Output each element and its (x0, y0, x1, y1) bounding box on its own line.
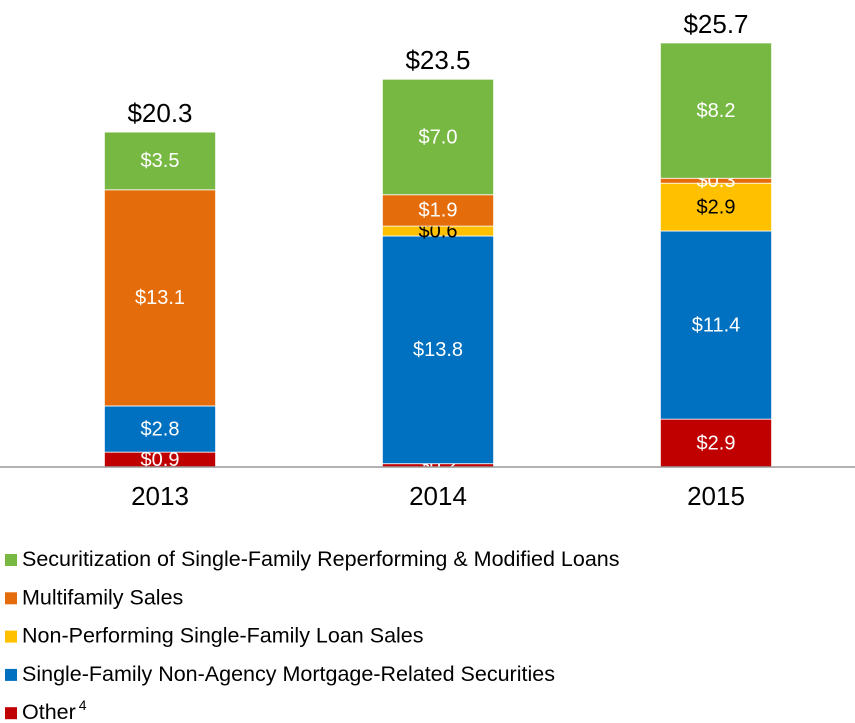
value-label: $3.5 (141, 150, 180, 172)
value-label: $7.0 (419, 126, 458, 148)
value-label: $13.1 (135, 287, 185, 309)
value-label: $2.9 (697, 432, 736, 454)
value-label: $13.8 (413, 339, 463, 361)
legend-swatch (5, 554, 17, 566)
bar-segment (660, 42, 773, 179)
total-label: $20.3 (127, 98, 192, 128)
value-label: $0.9 (141, 449, 180, 471)
bar-segment (660, 182, 773, 232)
x-tick-label: 2013 (131, 481, 189, 511)
value-label: $11.4 (692, 314, 741, 336)
value-label: $8.2 (697, 100, 736, 122)
value-label: $2.9 (697, 196, 736, 218)
legend-name: Multifamily Sales (22, 585, 183, 609)
legend-swatch (5, 707, 17, 720)
legend-label: Other 4 (22, 697, 87, 723)
legend-name: Non-Performing Single-Family Loan Sales (22, 623, 424, 647)
bar-segment (660, 230, 773, 420)
legend-footnote: 4 (79, 697, 87, 713)
bar-segment (381, 78, 494, 196)
legend-swatch (5, 630, 17, 643)
legend-name: Other (22, 700, 76, 723)
legend-label: Single-Family Non-Agency Mortgage-Relate… (22, 662, 555, 686)
legend-label: Multifamily Sales (22, 585, 183, 609)
value-label: $2.8 (141, 418, 180, 440)
bar-segment (381, 235, 494, 465)
value-label: $1.9 (419, 200, 458, 222)
x-tick-label: 2014 (409, 481, 467, 511)
legend-name: Single-Family Non-Agency Mortgage-Relate… (22, 662, 555, 686)
bar-segment (104, 405, 216, 453)
total-label: $23.5 (405, 45, 470, 75)
bar-segment (381, 194, 494, 227)
legend-swatch (5, 668, 17, 681)
bar-segment (104, 131, 216, 191)
x-tick-label: 2015 (687, 481, 745, 511)
bar-segment (660, 418, 773, 468)
bar-segment (104, 189, 216, 407)
legend-label: Securitization of Single-Family Reperfor… (22, 547, 620, 571)
legend-swatch (5, 592, 17, 605)
legend-label: Non-Performing Single-Family Loan Sales (22, 623, 424, 647)
total-label: $25.7 (683, 9, 748, 39)
legend-name: Securitization of Single-Family Reperfor… (22, 547, 620, 571)
